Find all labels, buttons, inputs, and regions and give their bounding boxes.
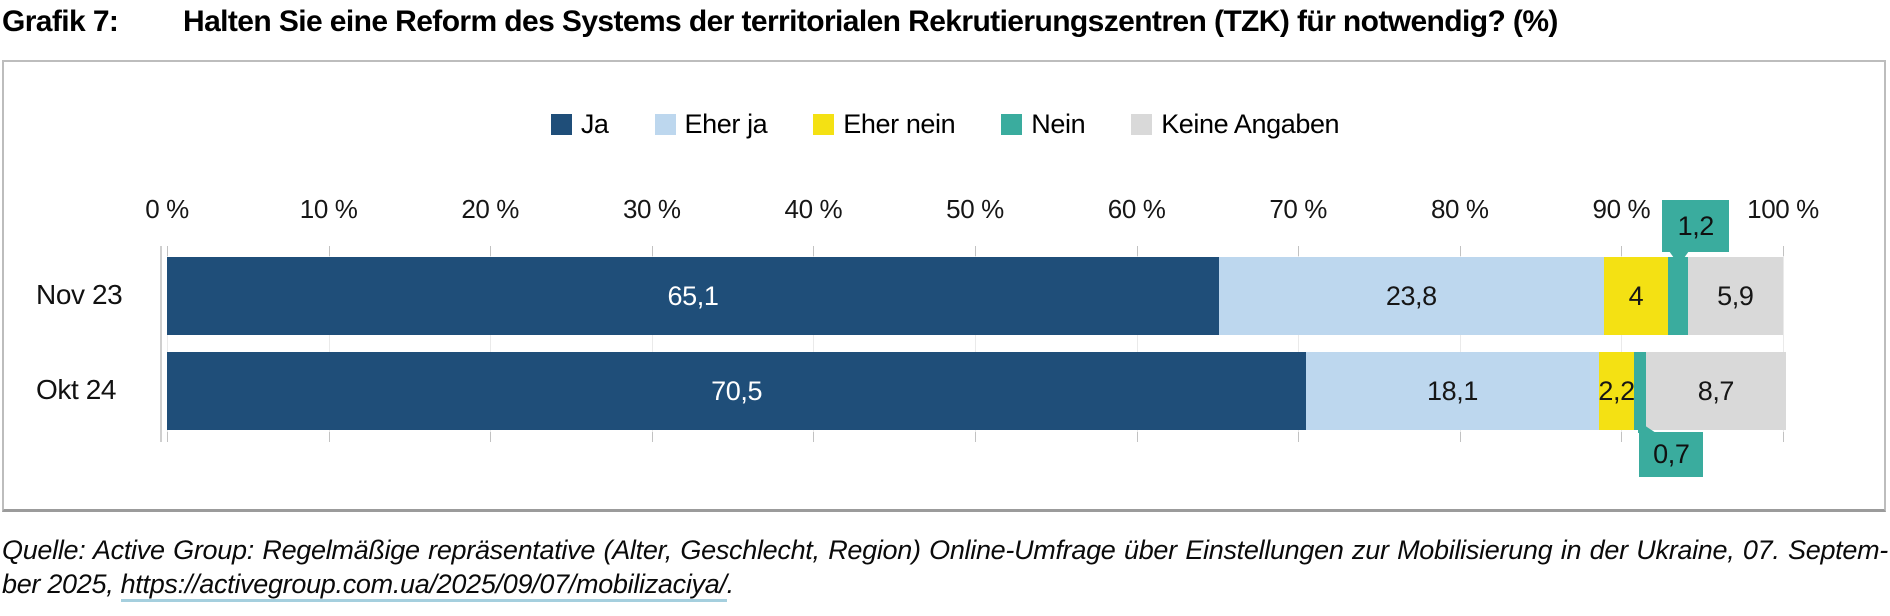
gridline [328, 246, 330, 442]
legend-label: Ja [580, 109, 609, 139]
tick-mark-bottom [813, 432, 815, 442]
callout-nein-okt-24: 0,7 [1639, 432, 1704, 477]
tick-mark-bottom [1136, 432, 1138, 442]
legend-item-eher-ja: Eher ja [654, 109, 768, 140]
tick-mark-bottom [975, 432, 976, 442]
legend-label: Eher ja [684, 109, 768, 139]
chart-title-text: Halten Sie eine Reform des Systems der t… [183, 5, 1558, 38]
gridline [167, 246, 168, 442]
bar-value-label: 8,7 [1697, 375, 1735, 406]
gridline [1298, 246, 1300, 442]
chart-title-prefix: Grafik 7: [2, 5, 119, 38]
x-axis-label: 80 % [1430, 194, 1489, 224]
legend-swatch [1001, 114, 1023, 135]
legend-label: Nein [1031, 109, 1086, 139]
x-axis-label: 70 % [1269, 194, 1328, 224]
bar-segment-eher-ja: 18,1 [1306, 352, 1599, 430]
tick-mark-top [1136, 246, 1138, 256]
tick-mark-bottom [328, 432, 330, 442]
legend-swatch [550, 114, 572, 135]
gridline [490, 246, 492, 442]
x-axis-label: 20 % [461, 194, 520, 224]
gridline [1621, 246, 1623, 442]
x-axis-label: 30 % [622, 194, 681, 224]
tick-mark-bottom [490, 432, 492, 442]
gridline [813, 246, 815, 442]
gridline [1136, 246, 1138, 442]
legend-label: Eher nein [843, 109, 956, 139]
bar-segment-eher-nein: 2,2 [1598, 352, 1635, 430]
legend-swatch [813, 114, 835, 135]
bar-segment-eher-ja: 23,8 [1219, 257, 1604, 335]
x-axis-label: 10 % [299, 194, 358, 224]
y-axis-line [160, 246, 162, 442]
source-line-2: ber 2025, https://activegroup.com.ua/202… [2, 567, 1888, 602]
x-axis-label: 0 % [145, 194, 189, 224]
bar-segment-nein [1634, 352, 1646, 430]
bar-value-label: 5,9 [1717, 280, 1754, 311]
bar-segment-keine-angaben: 8,7 [1645, 352, 1787, 430]
legend-label: Keine Angaben [1161, 109, 1340, 139]
bar-segment-nein [1668, 257, 1688, 335]
tick-mark-bottom [1783, 432, 1784, 442]
bar-value-label: 18,1 [1427, 375, 1478, 406]
legend: Ja Eher ja Eher nein Nein Keine Angaben [0, 109, 1890, 140]
source-line-2-prefix: ber 2025, [2, 569, 121, 599]
x-axis-label: 60 % [1107, 194, 1166, 224]
callout-nein-nov-23: 1,2 [1662, 200, 1730, 252]
tick-mark-bottom [1621, 432, 1623, 442]
chart-title: Grafik 7: Halten Sie eine Reform des Sys… [2, 5, 1882, 39]
tick-mark-top [651, 246, 653, 256]
callout-pointer [1638, 421, 1657, 433]
source-line-1: Quelle: Active Group: Regelmäßige repräs… [2, 535, 1888, 565]
bar-value-label: 23,8 [1385, 280, 1437, 311]
gridline [651, 246, 653, 442]
tick-mark-bottom [651, 432, 653, 442]
bar-segment-eher-nein: 4 [1603, 257, 1669, 335]
x-axis-label: 100 % [1747, 194, 1819, 224]
source-link[interactable]: https://activegroup.com.ua/2025/09/07/mo… [120, 569, 727, 602]
x-axis-label: 90 % [1592, 194, 1651, 224]
legend-item-ja: Ja [550, 109, 609, 140]
bar-value-label: 2,2 [1598, 375, 1635, 406]
bar-row-okt-24: 70,5 18,1 2,2 8,7 [167, 352, 1787, 430]
tick-mark-top [1298, 246, 1300, 256]
tick-mark-bottom [1298, 432, 1300, 442]
callout-pointer [1669, 251, 1690, 265]
tick-mark-top [1459, 246, 1461, 256]
x-axis-label: 50 % [946, 194, 1004, 224]
tick-mark-top [813, 246, 815, 256]
bar-value-label: 65,1 [667, 280, 719, 311]
bar-segment-ja: 65,1 [167, 257, 1220, 335]
legend-swatch [1131, 114, 1153, 135]
tick-mark-top [490, 246, 492, 256]
tick-mark-top [328, 246, 330, 256]
tick-mark-top [1621, 246, 1623, 256]
category-label-nov-23: Nov 23 [36, 279, 123, 310]
source-text: Quelle: Active Group: Regelmäßige repräs… [2, 533, 1888, 602]
legend-item-eher-nein: Eher nein [813, 109, 956, 140]
bar-value-label: 4 [1628, 280, 1644, 311]
legend-swatch [654, 114, 676, 135]
bar-segment-ja: 70,5 [167, 352, 1307, 430]
category-label-okt-24: Okt 24 [36, 374, 117, 405]
x-axis-label: 40 % [784, 194, 843, 224]
bar-row-nov-23: 65,1 23,8 4 5,9 [167, 257, 1783, 335]
tick-mark-top [167, 246, 168, 256]
bar-segment-keine-angaben: 5,9 [1687, 257, 1783, 335]
tick-mark-bottom [1459, 432, 1461, 442]
tick-mark-top [1783, 246, 1784, 256]
legend-item-keine-angaben: Keine Angaben [1131, 109, 1340, 140]
gridline [1783, 246, 1784, 442]
gridline [1459, 246, 1461, 442]
legend-item-nein: Nein [1001, 109, 1086, 140]
gridline [975, 246, 976, 442]
bar-value-label: 70,5 [711, 375, 763, 406]
tick-mark-top [975, 246, 976, 256]
source-line-2-suffix: . [726, 569, 735, 599]
tick-mark-bottom [167, 432, 168, 442]
